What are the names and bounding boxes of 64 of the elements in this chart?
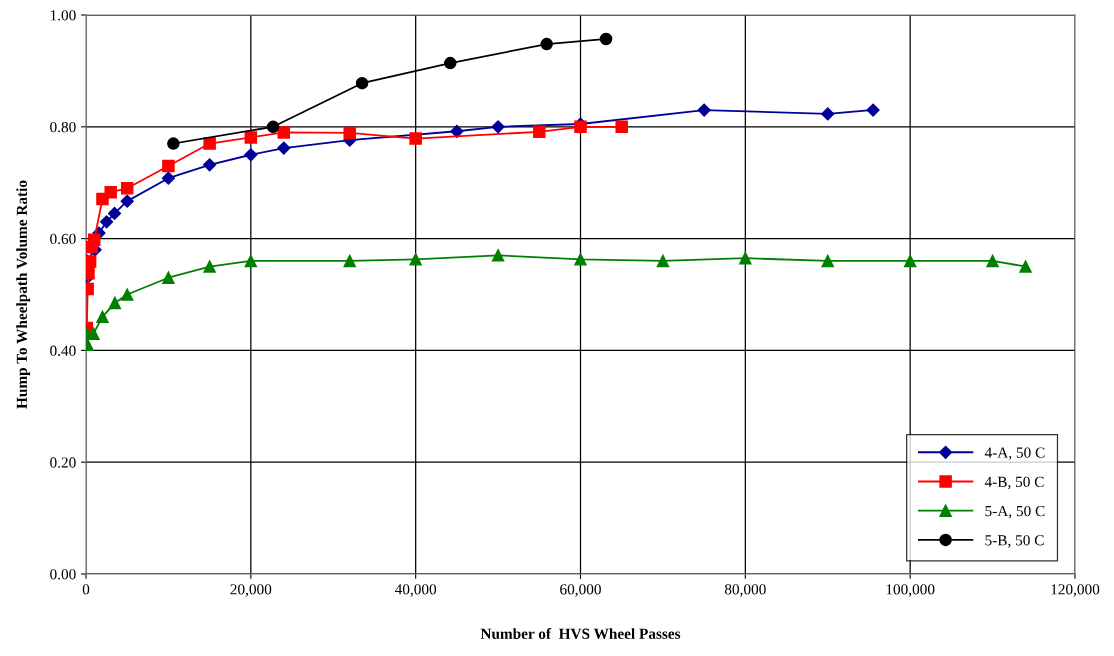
point [277,141,291,155]
x-tick-label: 0 [82,584,90,595]
point [739,251,752,265]
x-axis-title: Number of HVS Wheel Passes [480,627,681,639]
point [450,124,464,138]
point [533,125,546,139]
point [444,56,457,70]
point [615,120,628,134]
point [203,260,216,273]
point [120,288,134,301]
point [87,233,101,246]
point [108,296,122,310]
point [599,32,613,46]
point [821,254,835,268]
y-tick-label: 0.80 [50,121,76,133]
point [697,103,711,117]
point [244,148,258,162]
point [266,120,280,134]
point [903,254,917,268]
y-axis-title: Hump To Wheelpath Volume Ratio [16,180,31,409]
point [343,126,356,140]
point [277,126,291,139]
point [409,132,422,145]
point [540,37,553,51]
x-tick-label: 80,000 [724,584,766,597]
point [986,254,999,268]
x-tick-label: 100,000 [886,584,935,597]
point [120,182,134,195]
point [96,310,109,324]
point [656,254,670,268]
point [100,215,114,229]
y-tick-label: 0.60 [50,233,76,245]
x-tick-label: 120,000 [1051,584,1100,597]
point [866,103,880,117]
point [821,107,835,121]
point [1019,260,1032,273]
point [491,120,505,134]
legend-label: 5-B, 50 C [985,535,1044,548]
x-tick-label: 40,000 [394,584,437,597]
point [104,185,117,199]
y-tick-label: 0.00 [50,569,76,580]
point [107,206,122,221]
point [574,253,587,266]
y-tick-label: 0.40 [50,345,76,356]
point [491,249,505,262]
legend-label: 5-A, 50 C [985,505,1045,519]
point [162,159,175,173]
x-tick-label: 60,000 [560,584,601,597]
point [161,171,176,185]
point [203,137,216,150]
legend-label: 4-A, 50 C [984,447,1045,460]
point [120,194,134,208]
point [167,137,180,150]
y-tick-label: 0.20 [50,457,76,468]
legend-label: 4-B, 50 C [984,476,1044,490]
point [244,131,258,144]
point [203,158,217,172]
x-tick-label: 20,000 [230,584,272,597]
y-tick-label: 1.00 [50,10,76,21]
point [409,253,422,266]
point [343,254,356,268]
point [162,271,175,284]
point [244,254,258,268]
point [355,76,369,90]
